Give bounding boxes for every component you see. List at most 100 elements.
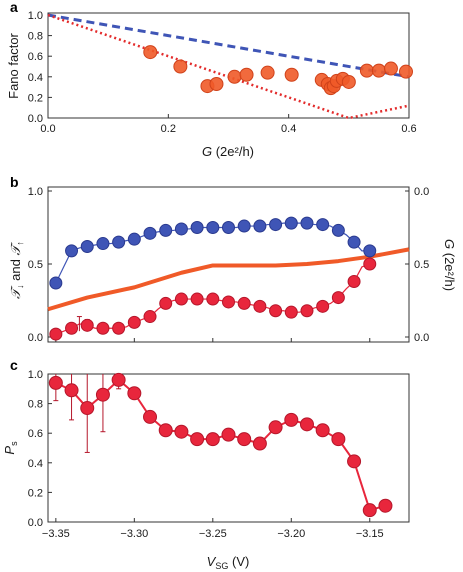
panel-b-blue-point (237, 219, 251, 233)
panel-c-red-point (362, 503, 377, 518)
panel-b-blue-point (143, 226, 157, 240)
panel-letter-b: b (10, 174, 19, 190)
panel-b-blue-point (253, 219, 267, 233)
panel-b-blue-point (284, 216, 298, 230)
panel-a-ytick-label: 0.2 (28, 92, 43, 104)
panel-c-xlabel-unit: (V) (232, 554, 249, 569)
panel-c-ylabel-main: P (2, 446, 17, 455)
panel-c-red-point (284, 412, 299, 427)
panel-b-blue-point (363, 244, 377, 258)
panel-b-ytick-left-label: 0.5 (28, 259, 43, 271)
panel-b-red-point (143, 310, 157, 324)
panel-a-point (227, 69, 242, 84)
panel-c-xtick-label: −3.30 (120, 528, 148, 540)
panel-b-red-point (237, 296, 251, 310)
panel-a-point (359, 63, 374, 78)
panel-b-blue-point (222, 221, 235, 234)
panel-c-xtick-label: −3.25 (199, 528, 227, 540)
panel-c-xtick-label: −3.35 (42, 528, 70, 540)
panel-a-point (260, 65, 275, 80)
panel-c-red-point (127, 386, 142, 401)
panel-c-red-point (190, 432, 205, 447)
panel-c-red-point (205, 432, 220, 447)
panel-b-red-point (96, 321, 110, 335)
panel-b-blue-point (269, 218, 283, 232)
panel-a-point (209, 77, 224, 92)
panel-a-xlabel-main: G (202, 144, 212, 159)
panel-a-ytick-label: 1.0 (28, 10, 43, 22)
panel-c-red-point (48, 375, 63, 390)
panel-b-red-point (49, 327, 63, 341)
panel-a-xtick-label: 0.6 (401, 123, 416, 135)
panel-b-blue-point (331, 223, 345, 237)
panel-letter-a: a (10, 0, 18, 15)
panel-c-red-point (64, 383, 79, 398)
panel-c-ylabel-sub: s (9, 441, 19, 446)
panel-b-ytick-right-label: 0.5 (414, 259, 429, 271)
panel-b-red-point (65, 321, 79, 335)
panel-b-blue-point (190, 221, 204, 234)
panel-b-red-point (253, 299, 267, 313)
panel-a-xtick-label: 0.0 (40, 123, 55, 135)
panel-a-xtick-label: 0.4 (281, 123, 296, 135)
panel-c-ytick-label: 0.4 (28, 458, 43, 470)
panel-c-red-point (331, 432, 346, 447)
panel-c-red-point (158, 423, 173, 438)
panel-a-frame (47, 12, 410, 119)
panel-b-red-point (159, 296, 173, 310)
panel-b-blue-point (49, 276, 63, 290)
panel-c-xtick-label: −3.20 (277, 528, 305, 540)
panel-c-red-point (268, 420, 283, 435)
panel-c-xlabel-main: V (207, 554, 217, 569)
panel-b-red-point (174, 292, 188, 306)
panel-a-point (284, 67, 299, 82)
panel-c-red-line (55, 378, 386, 512)
panel-a-ytick-label: 0.4 (28, 72, 43, 84)
panel-c-red-point (80, 401, 95, 416)
panel-b-red-point (316, 299, 330, 313)
panel-b-red-point (206, 292, 220, 306)
panel-a-ytick-label: 0.8 (28, 31, 43, 43)
panel-b-ylabel-and: and (8, 259, 23, 281)
panel-b-blue-point (300, 216, 314, 230)
panel-b-red-point (80, 318, 94, 332)
panel-a-ytick-label: 0.6 (28, 51, 43, 63)
panel-c-red-point (315, 423, 330, 438)
panel-c-red-point (252, 436, 267, 451)
panel-b-red-point (269, 304, 283, 318)
panel-a-xlabel: G (2e²/h) (202, 144, 254, 159)
panel-c-red-point (95, 387, 110, 402)
panel-b-ylabel-t2-sub: ↑ (15, 241, 25, 246)
panel-c-red-point (143, 409, 158, 424)
panel-b-blue-point (127, 232, 141, 246)
panel-c-red-point (299, 417, 314, 432)
panel-c: c Ps VSG (V) −3.35 −3.30 −3.25 −3.20 −3.15 0.… (2, 357, 410, 571)
panel-c-red-point (221, 427, 236, 442)
panel-b-blue-point (112, 235, 126, 249)
panel-b-red-point (190, 292, 204, 306)
panel-b-ylabel-right-unit: (2e²/h) (442, 253, 457, 291)
panel-a-point (239, 67, 254, 82)
panel-b-red-point (331, 291, 345, 305)
panel-b-blue-point (96, 237, 110, 251)
panel-a-dotted-line (47, 13, 410, 120)
panel-b-ylabel-left: 𝒯↓ and 𝒯↑ (8, 241, 25, 299)
panel-b-blue-point (65, 244, 79, 258)
panel-c-red-point (237, 432, 252, 447)
panel-c-ytick-label: 0.6 (28, 428, 43, 440)
panel-b-orange-line (47, 247, 410, 312)
panel-c-red-point (378, 498, 393, 513)
panel-a-ylabel: Fano factor (6, 32, 21, 98)
panel-b-red-point (347, 275, 361, 289)
panel-a-point (173, 59, 188, 74)
panel-b-red-point (300, 304, 314, 318)
panel-letter-c: c (10, 357, 18, 373)
panel-b-blue-point (80, 239, 94, 253)
panel-b-blue-point (159, 223, 173, 237)
panel-a-point (398, 64, 413, 79)
panel-c-red-point (174, 424, 189, 439)
panel-a-ytick-label: 0.0 (28, 113, 43, 125)
panel-b-ylabel-right: G (2e²/h) (442, 239, 457, 291)
panel-c-xtick-label: −3.15 (356, 528, 384, 540)
